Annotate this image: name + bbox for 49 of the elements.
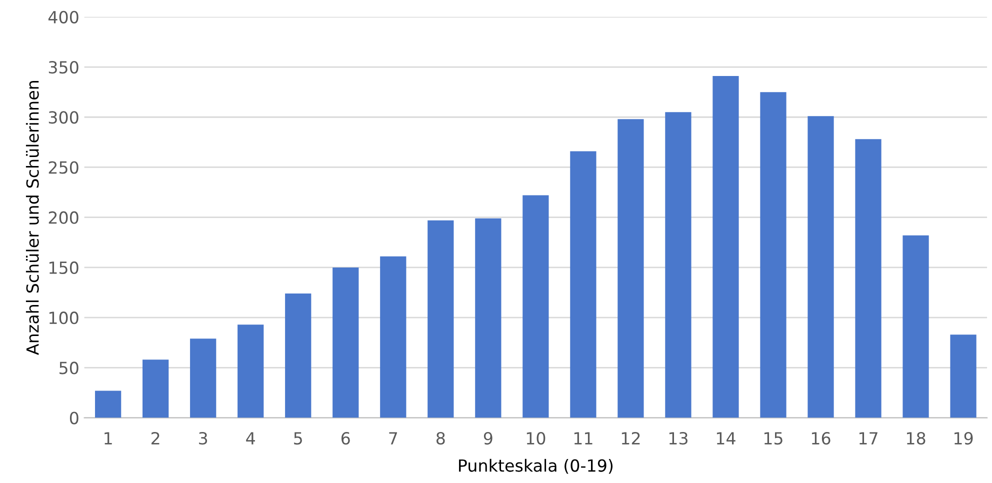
- bar: [428, 220, 454, 418]
- x-tick-label: 2: [152, 432, 160, 444]
- x-tick-label: 16: [812, 432, 830, 445]
- bar: [190, 338, 216, 418]
- bar: [332, 267, 359, 418]
- x-tick-label: 13: [669, 432, 688, 445]
- bar: [902, 235, 929, 418]
- y-tick-label: 150: [49, 261, 78, 274]
- x-tick-label: 3: [199, 432, 208, 445]
- x-tick-label: 11: [574, 432, 592, 444]
- x-tick-label: 8: [436, 432, 445, 445]
- y-tick-label: 200: [48, 211, 78, 224]
- bar: [95, 390, 122, 418]
- y-tick-label: 350: [48, 60, 78, 74]
- y-tick-label: 400: [48, 10, 78, 24]
- x-tick-label: 12: [622, 432, 640, 444]
- bar: [522, 195, 549, 418]
- x-tick-label: 14: [716, 432, 736, 444]
- bar: [142, 360, 169, 418]
- bar: [855, 139, 882, 418]
- bar: [665, 112, 692, 418]
- y-axis-title: Anzahl Schüler und Schülerinnen: [26, 81, 39, 355]
- y-tick-label: 250: [48, 161, 78, 174]
- x-tick-label: 7: [389, 432, 398, 444]
- bar: [475, 218, 502, 418]
- bar: [380, 256, 406, 418]
- x-axis-title: Punkteskala (0-19): [459, 458, 613, 474]
- bar: [238, 324, 264, 418]
- bar: [618, 119, 644, 418]
- y-tick-label: 50: [60, 362, 78, 374]
- x-tick-label: 4: [246, 432, 255, 444]
- bar: [808, 116, 834, 418]
- x-tick-label: 18: [907, 432, 926, 445]
- y-tick-label: 0: [70, 412, 78, 424]
- x-tick-label: 9: [484, 432, 492, 445]
- bar: [285, 294, 312, 418]
- bar: [570, 151, 596, 418]
- bar: [760, 92, 786, 418]
- x-tick-label: 5: [294, 432, 302, 445]
- x-tick-label: 10: [526, 432, 546, 445]
- x-tick-label: 15: [764, 432, 782, 445]
- bar: [950, 334, 976, 418]
- x-tick-label: 1: [104, 432, 112, 444]
- x-tick-label: 6: [341, 432, 350, 445]
- y-tick-label: 100: [49, 312, 78, 324]
- x-tick-label: 17: [859, 432, 878, 444]
- x-tick-label: 19: [954, 432, 973, 445]
- bar: [712, 76, 739, 418]
- y-tick-label: 300: [48, 111, 78, 124]
